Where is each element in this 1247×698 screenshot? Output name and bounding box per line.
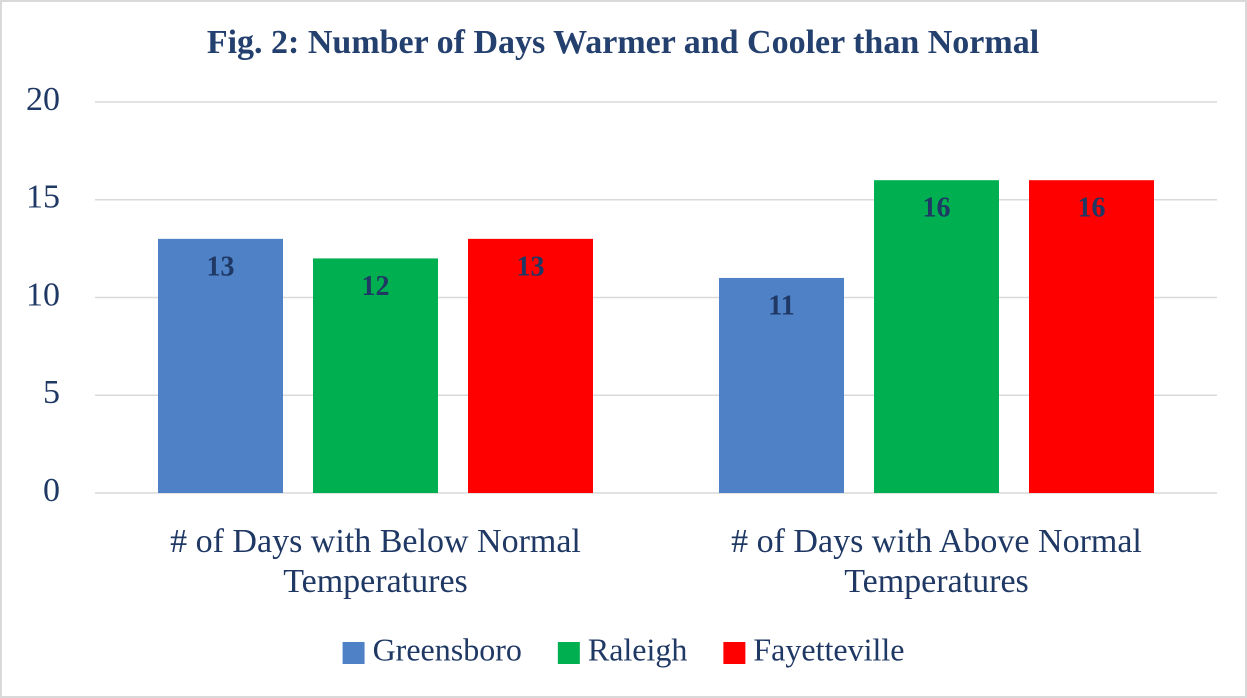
bar xyxy=(719,277,844,493)
legend-label: Greensboro xyxy=(373,631,522,667)
y-tick-label: 20 xyxy=(26,81,60,118)
legend-label: Raleigh xyxy=(588,631,688,667)
legend: Greensboro Raleigh Fayetteville xyxy=(342,631,904,667)
bar xyxy=(468,238,593,493)
legend-label: Fayetteville xyxy=(753,631,904,667)
data-label: 16 xyxy=(1078,193,1106,224)
y-tick-label: 5 xyxy=(43,374,60,411)
y-tick-label: 10 xyxy=(26,276,60,313)
data-label: 11 xyxy=(768,290,794,321)
data-label: 16 xyxy=(923,193,951,224)
data-label: 12 xyxy=(362,271,390,302)
bar xyxy=(874,180,999,493)
bar xyxy=(1029,180,1154,493)
data-label: 13 xyxy=(207,251,235,282)
legend-swatch xyxy=(557,642,580,664)
x-tick-label-box: # of Days with Below Normal Temperatures xyxy=(170,523,581,600)
legend-swatch xyxy=(723,642,746,664)
x-tick-label: # of Days with Below Normal Temperatures xyxy=(170,523,581,600)
y-tick-label: 15 xyxy=(26,179,60,216)
data-label: 13 xyxy=(517,251,545,282)
chart-title: Fig. 2: Number of Days Warmer and Cooler… xyxy=(207,24,1039,61)
bar xyxy=(158,238,283,493)
y-tick-label: 0 xyxy=(43,472,60,509)
bar xyxy=(313,258,438,493)
legend-swatch xyxy=(342,642,365,664)
x-tick-label-box: # of Days with Above Normal Temperatures xyxy=(731,523,1142,600)
x-tick-label: # of Days with Above Normal Temperatures xyxy=(731,523,1142,600)
